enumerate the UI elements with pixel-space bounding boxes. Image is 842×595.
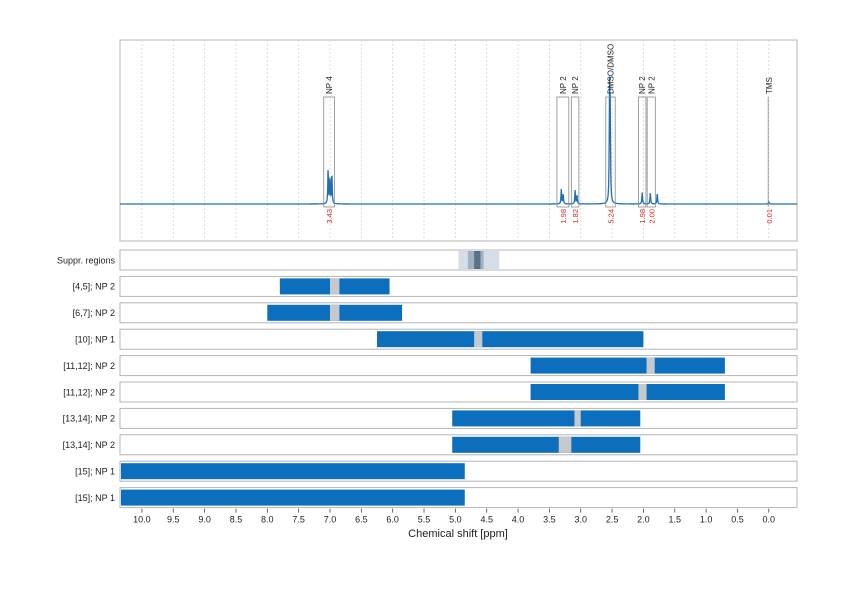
row-label: [4,5]; NP 2 bbox=[73, 282, 115, 292]
annotation-box bbox=[638, 96, 647, 208]
row-frame bbox=[119, 487, 798, 509]
range-marker bbox=[329, 278, 340, 295]
row-frame bbox=[119, 434, 798, 456]
annotation-label: DMSO/DMSO bbox=[607, 44, 616, 94]
row-label: [15]; NP 1 bbox=[75, 493, 115, 503]
range-bar bbox=[452, 410, 641, 427]
row-frame bbox=[119, 302, 798, 324]
range-marker bbox=[646, 357, 655, 374]
row-label: [13,14]; NP 2 bbox=[63, 440, 115, 450]
row-label: [15]; NP 1 bbox=[75, 467, 115, 477]
x-tick-label: 6.5 bbox=[355, 515, 368, 525]
annotation-label: TMS bbox=[765, 77, 774, 94]
x-axis: 10.0 9.5 9.0 8.5 8.0 7.5 7.0 6.5 6.0 5.5 5.0 4.5 4.0… bbox=[133, 508, 776, 525]
annotation-label: NP 2 bbox=[647, 76, 656, 94]
spectrum-line bbox=[120, 76, 797, 205]
x-tick-label: 0.5 bbox=[731, 515, 744, 525]
x-tick-label: 2.0 bbox=[637, 515, 650, 525]
x-tick-label: 10.0 bbox=[133, 515, 151, 525]
row-frame bbox=[119, 460, 798, 482]
x-tick-label: 6.0 bbox=[386, 515, 399, 525]
x-tick-label: 8.0 bbox=[261, 515, 274, 525]
x-tick-label: 2.5 bbox=[606, 515, 619, 525]
range-bar bbox=[121, 463, 465, 480]
integral-value: 1.98 bbox=[638, 209, 647, 224]
integral-value: 1.82 bbox=[571, 209, 580, 224]
integral-value: 3.43 bbox=[325, 209, 334, 224]
row-frame bbox=[119, 328, 798, 350]
x-tick-label: 1.5 bbox=[669, 515, 682, 525]
suppressed-band bbox=[474, 251, 481, 269]
row-frame bbox=[119, 275, 798, 297]
x-tick-label: 9.0 bbox=[198, 515, 211, 525]
annotation-label: NP 2 bbox=[638, 76, 647, 94]
row-label: [11,12]; NP 2 bbox=[63, 361, 115, 371]
range-bar bbox=[452, 436, 641, 453]
range-marker bbox=[329, 304, 340, 321]
annotation-box bbox=[646, 96, 656, 208]
x-tick-label: 1.0 bbox=[700, 515, 713, 525]
x-tick-label: 4.5 bbox=[480, 515, 493, 525]
annotation-box bbox=[556, 96, 570, 208]
annotation-box bbox=[605, 96, 616, 208]
row-frame bbox=[119, 355, 798, 377]
annotation-box bbox=[570, 96, 580, 208]
x-axis-label: Chemical shift [ppm] bbox=[408, 528, 508, 540]
range-marker bbox=[474, 331, 483, 348]
x-tick-label: 0.0 bbox=[763, 515, 776, 525]
range-bar bbox=[530, 357, 725, 374]
annotation-label: NP 4 bbox=[325, 76, 334, 94]
integral-value: 0.01 bbox=[765, 209, 774, 224]
row-label: [6,7]; NP 2 bbox=[73, 308, 115, 318]
integral-value: 5.24 bbox=[607, 209, 616, 224]
x-tick-label: 8.5 bbox=[230, 515, 243, 525]
range-bar bbox=[121, 489, 465, 506]
row-frame bbox=[119, 249, 798, 271]
annotation-box bbox=[323, 96, 335, 208]
row-label: [11,12]; NP 2 bbox=[63, 387, 115, 397]
range-bar bbox=[377, 331, 644, 348]
range-bar bbox=[530, 384, 725, 400]
spectrum-panel: NP 4 3.43 NP 2 1.98 NP 2 1.82 DMSO/DMSO 5.24 NP … bbox=[119, 39, 798, 242]
range-marker bbox=[558, 436, 572, 453]
spectrum-frame bbox=[119, 39, 798, 242]
x-tick-label: 7.0 bbox=[324, 515, 337, 525]
x-tick-label: 3.5 bbox=[543, 515, 556, 525]
integral-value: 1.98 bbox=[559, 209, 568, 224]
row-frame bbox=[119, 407, 798, 429]
x-tick-label: 4.0 bbox=[512, 515, 525, 525]
x-tick-label: 9.5 bbox=[167, 515, 180, 525]
row-label: [13,14]; NP 2 bbox=[63, 414, 115, 424]
range-marker bbox=[638, 384, 647, 400]
integral-value: 2.00 bbox=[647, 209, 656, 224]
row-frame bbox=[119, 381, 798, 403]
range-rows: Suppr. regions [4,5]; NP 2 [6,7]; NP 2 [10]… bbox=[57, 249, 798, 509]
x-tick-label: 3.0 bbox=[574, 515, 587, 525]
annotation-label: NP 2 bbox=[559, 76, 568, 94]
row-label: [10]; NP 1 bbox=[75, 335, 115, 345]
range-marker bbox=[574, 410, 581, 427]
row-label: Suppr. regions bbox=[57, 255, 116, 265]
x-tick-label: 7.5 bbox=[292, 515, 305, 525]
x-tick-label: 5.0 bbox=[449, 515, 462, 525]
x-tick-label: 5.5 bbox=[418, 515, 431, 525]
annotation-label: NP 2 bbox=[571, 76, 580, 94]
